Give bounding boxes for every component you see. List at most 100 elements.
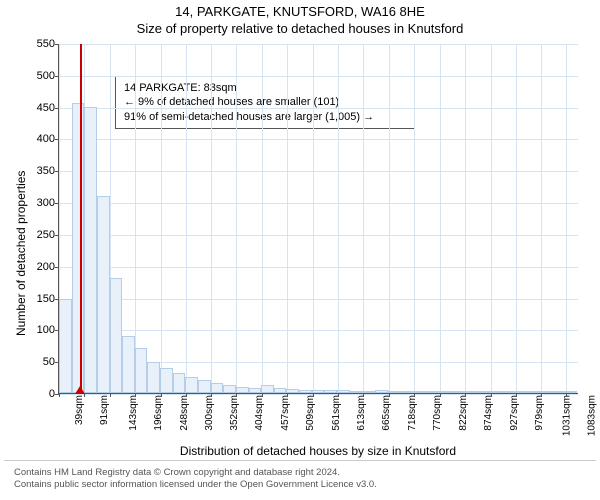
gridline-v	[465, 44, 466, 393]
x-tick-mark	[440, 393, 441, 397]
x-tick-mark	[313, 393, 314, 397]
histogram-bar	[110, 278, 123, 393]
gridline-h	[59, 76, 578, 77]
footer-line-1: Contains HM Land Registry data © Crown c…	[14, 467, 586, 479]
gridline-v	[516, 44, 517, 393]
gridline-v	[236, 44, 237, 393]
histogram-bar	[476, 391, 489, 393]
gridline-h	[59, 203, 578, 204]
histogram-bar	[299, 390, 312, 393]
gridline-h	[59, 235, 578, 236]
histogram-bar	[261, 385, 274, 393]
histogram-bar	[463, 391, 476, 393]
histogram-bar	[236, 387, 249, 393]
gridline-v	[262, 44, 263, 393]
histogram-bar	[552, 391, 565, 393]
histogram-bar	[362, 391, 375, 393]
x-tick-mark	[414, 393, 415, 397]
x-tick-label: 1031sqm	[562, 395, 573, 436]
x-tick-label: 352sqm	[229, 395, 240, 431]
gridline-h	[59, 299, 578, 300]
histogram-bar	[438, 391, 451, 393]
footer-line-2: Contains public sector information licen…	[14, 479, 586, 491]
x-tick-label: 300sqm	[204, 395, 215, 431]
histogram-bar	[147, 362, 160, 393]
histogram-bar	[413, 391, 426, 393]
x-tick-mark	[211, 393, 212, 397]
x-tick-mark	[186, 393, 187, 397]
gridline-v	[491, 44, 492, 393]
page-subtitle: Size of property relative to detached ho…	[4, 21, 596, 36]
x-tick-label: 91sqm	[99, 395, 110, 425]
gridline-h	[59, 171, 578, 172]
x-tick-mark	[566, 393, 567, 397]
x-tick-mark	[516, 393, 517, 397]
x-tick-label: 979sqm	[534, 395, 545, 431]
x-tick-mark	[465, 393, 466, 397]
x-tick-label: 874sqm	[483, 395, 494, 431]
x-tick-label: 927sqm	[508, 395, 519, 431]
gridline-v	[287, 44, 288, 393]
gridline-v	[135, 44, 136, 393]
histogram-bar	[223, 385, 236, 393]
histogram-bar	[400, 391, 413, 393]
x-tick-mark	[389, 393, 390, 397]
histogram-bar	[84, 107, 97, 393]
x-tick-mark	[287, 393, 288, 397]
histogram-bar	[564, 391, 577, 393]
page-title: 14, PARKGATE, KNUTSFORD, WA16 8HE	[4, 4, 596, 19]
histogram-bar	[489, 391, 502, 393]
x-tick-label: 509sqm	[305, 395, 316, 431]
histogram-bar	[160, 368, 173, 393]
gridline-h	[59, 108, 578, 109]
gridline-v	[389, 44, 390, 393]
gridline-v	[161, 44, 162, 393]
x-tick-label: 561sqm	[330, 395, 341, 431]
histogram-bar	[249, 388, 262, 393]
x-tick-mark	[110, 393, 111, 397]
x-tick-mark	[541, 393, 542, 397]
x-tick-mark	[135, 393, 136, 397]
histogram-bar	[375, 390, 388, 393]
histogram-bar	[514, 391, 527, 393]
x-tick-label: 248sqm	[178, 395, 189, 431]
x-tick-label: 1083sqm	[587, 395, 598, 436]
property-marker-triangle	[75, 386, 85, 394]
y-axis-label: Number of detached properties	[14, 171, 28, 336]
histogram-bar	[337, 390, 350, 393]
histogram-bar	[198, 380, 211, 393]
x-tick-mark	[491, 393, 492, 397]
x-axis-label: Distribution of detached houses by size …	[58, 444, 578, 458]
x-tick-label: 822sqm	[457, 395, 468, 431]
x-tick-label: 196sqm	[153, 395, 164, 431]
x-tick-label: 39sqm	[74, 395, 85, 425]
gridline-h	[59, 267, 578, 268]
gridline-v	[313, 44, 314, 393]
property-marker-line	[80, 44, 82, 393]
histogram-bar	[312, 390, 325, 393]
histogram-bar	[501, 391, 514, 393]
histogram-bar	[185, 377, 198, 393]
x-tick-mark	[338, 393, 339, 397]
histogram-bar	[324, 390, 337, 393]
histogram-bar	[274, 388, 287, 393]
gridline-v	[186, 44, 187, 393]
gridline-h	[59, 139, 578, 140]
gridline-h	[59, 44, 578, 45]
x-tick-label: 718sqm	[407, 395, 418, 431]
histogram-bar	[388, 391, 401, 393]
gridline-v	[440, 44, 441, 393]
histogram-bar	[451, 391, 464, 393]
x-tick-label: 457sqm	[280, 395, 291, 431]
gridline-v	[566, 44, 567, 393]
chart: Number of detached properties 14 PARKGAT…	[4, 36, 596, 456]
gridline-v	[541, 44, 542, 393]
x-tick-label: 770sqm	[432, 395, 443, 431]
gridline-v	[211, 44, 212, 393]
x-tick-label: 613sqm	[356, 395, 367, 431]
x-tick-mark	[236, 393, 237, 397]
gridline-h	[59, 330, 578, 331]
gridline-v	[363, 44, 364, 393]
footer-attribution: Contains HM Land Registry data © Crown c…	[4, 460, 596, 496]
histogram-bar	[425, 391, 438, 393]
